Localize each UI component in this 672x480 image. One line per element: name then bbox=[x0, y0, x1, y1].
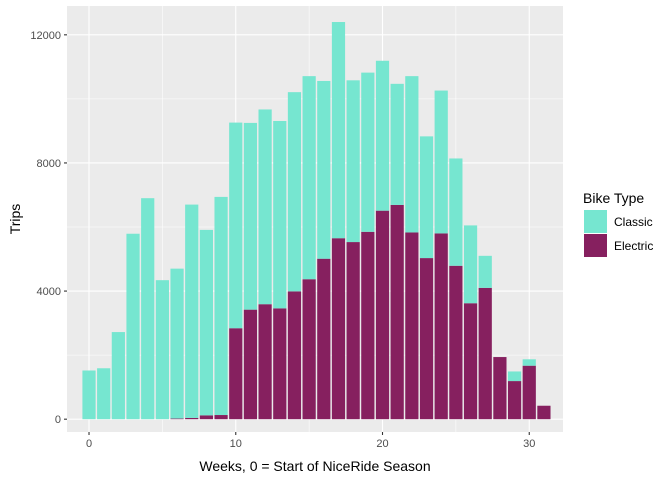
legend-label-classic: Classic bbox=[614, 215, 653, 229]
bar-classic-week-20 bbox=[375, 60, 390, 211]
legend-title: Bike Type bbox=[583, 190, 644, 206]
x-tick-label: 20 bbox=[376, 438, 388, 450]
legend: Bike Type Classic Electric bbox=[583, 190, 653, 257]
bar-electric-week-11 bbox=[243, 309, 258, 420]
bar-electric-week-9 bbox=[214, 415, 228, 420]
x-tick-label: 10 bbox=[230, 438, 242, 450]
bar-classic-week-14 bbox=[287, 92, 302, 292]
bar-classic-week-1 bbox=[97, 368, 111, 420]
bar-electric-week-18 bbox=[346, 242, 360, 420]
bar-classic-week-5 bbox=[155, 280, 169, 420]
bar-electric-week-15 bbox=[302, 279, 316, 420]
bar-electric-week-23 bbox=[419, 258, 434, 420]
bar-classic-week-17 bbox=[331, 22, 346, 239]
bar-electric-week-31 bbox=[537, 405, 551, 420]
bar-electric-week-22 bbox=[405, 232, 419, 420]
bar-electric-week-16 bbox=[317, 258, 331, 420]
y-axis-title: Trips bbox=[7, 204, 23, 235]
bar-classic-week-4 bbox=[141, 198, 155, 420]
bar-electric-week-25 bbox=[449, 265, 463, 420]
x-axis: 0 10 20 30 bbox=[86, 432, 535, 450]
bar-classic-week-24 bbox=[434, 90, 448, 234]
bar-classic-week-15 bbox=[302, 76, 316, 280]
bar-electric-week-28 bbox=[493, 357, 507, 420]
bar-classic-week-0 bbox=[82, 370, 96, 420]
bar-classic-week-26 bbox=[463, 225, 478, 304]
legend-swatch-classic bbox=[584, 210, 607, 233]
bar-classic-week-2 bbox=[111, 332, 125, 420]
x-tick-label: 0 bbox=[86, 438, 92, 450]
bar-classic-week-23 bbox=[419, 136, 434, 259]
legend-swatch-electric bbox=[584, 234, 607, 257]
y-tick-label: 4000 bbox=[37, 286, 61, 298]
bar-classic-week-12 bbox=[258, 109, 272, 305]
y-tick-label: 0 bbox=[55, 414, 61, 426]
bar-classic-week-13 bbox=[273, 120, 287, 309]
bar-classic-week-30 bbox=[522, 359, 536, 366]
bar-classic-week-19 bbox=[361, 72, 375, 232]
bar-classic-week-10 bbox=[229, 122, 243, 329]
bar-classic-week-22 bbox=[405, 76, 419, 233]
bar-classic-week-9 bbox=[214, 196, 228, 416]
bar-classic-week-18 bbox=[346, 80, 360, 243]
bar-electric-week-19 bbox=[361, 231, 375, 420]
bar-electric-week-13 bbox=[273, 308, 287, 420]
bar-electric-week-8 bbox=[199, 415, 214, 420]
bar-classic-week-8 bbox=[199, 229, 214, 416]
bar-electric-week-29 bbox=[507, 381, 522, 420]
bar-classic-week-29 bbox=[507, 371, 522, 382]
bar-electric-week-14 bbox=[287, 291, 302, 420]
bar-classic-week-6 bbox=[170, 268, 184, 419]
bar-classic-week-16 bbox=[317, 80, 331, 259]
y-tick-label: 12000 bbox=[30, 30, 61, 42]
bar-classic-week-25 bbox=[449, 158, 463, 266]
bar-electric-week-10 bbox=[229, 328, 243, 420]
bar-classic-week-3 bbox=[126, 233, 140, 420]
bar-electric-week-21 bbox=[390, 204, 404, 420]
legend-label-electric: Electric bbox=[614, 239, 653, 253]
bar-electric-week-30 bbox=[522, 365, 536, 420]
bar-electric-week-17 bbox=[331, 238, 346, 420]
bar-classic-week-21 bbox=[390, 83, 404, 205]
bar-electric-week-27 bbox=[478, 287, 492, 420]
bar-electric-week-20 bbox=[375, 210, 390, 420]
bar-electric-week-6 bbox=[170, 418, 184, 420]
x-axis-title: Weeks, 0 = Start of NiceRide Season bbox=[199, 458, 430, 474]
y-axis: 0 4000 8000 12000 bbox=[30, 30, 67, 426]
bar-classic-week-7 bbox=[185, 204, 199, 418]
bar-classic-week-27 bbox=[478, 255, 492, 288]
bar-electric-week-12 bbox=[258, 304, 272, 420]
y-tick-label: 8000 bbox=[37, 158, 61, 170]
bar-electric-week-26 bbox=[463, 303, 478, 420]
bars bbox=[82, 22, 551, 420]
bar-electric-week-7 bbox=[185, 417, 199, 420]
bar-electric-week-24 bbox=[434, 233, 448, 420]
x-tick-label: 30 bbox=[523, 438, 535, 450]
bar-classic-week-11 bbox=[243, 122, 258, 310]
